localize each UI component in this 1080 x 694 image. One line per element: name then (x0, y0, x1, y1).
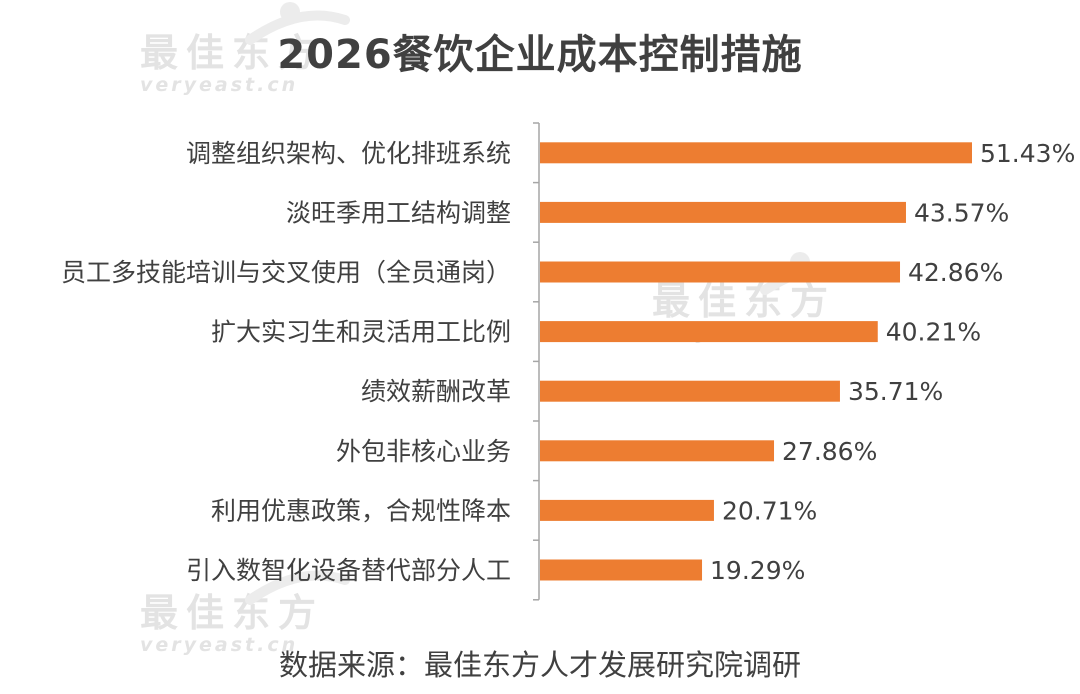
data-label: 51.43% (980, 139, 1075, 168)
bar-5 (540, 380, 840, 402)
category-label: 利用优惠政策，合规性降本 (211, 496, 511, 525)
data-label: 27.86% (782, 437, 877, 466)
bar-8 (540, 559, 703, 581)
bar-6 (540, 440, 775, 462)
category-label: 扩大实习生和灵活用工比例 (211, 318, 511, 347)
data-source-note: 数据来源：最佳东方人才发展研究院调研 (278, 648, 801, 682)
bar-3 (540, 261, 901, 283)
category-label: 淡旺季用工结构调整 (286, 198, 511, 227)
data-label: 19.29% (710, 556, 805, 585)
category-label: 引入数智化设备替代部分人工 (186, 556, 511, 585)
category-label: 绩效薪酬改革 (361, 377, 511, 406)
data-label: 35.71% (848, 377, 943, 406)
bar-1 (540, 142, 972, 164)
category-label: 员工多技能培训与交叉使用（全员通岗） (61, 258, 511, 287)
bar-4 (540, 321, 878, 343)
bar-7 (540, 499, 714, 521)
data-label: 20.71% (722, 496, 817, 525)
category-label: 调整组织架构、优化排班系统 (186, 139, 511, 168)
chart-title: 2026餐饮企业成本控制措施 (277, 32, 803, 78)
category-label: 外包非核心业务 (336, 437, 511, 466)
data-label: 42.86% (908, 258, 1003, 287)
data-label: 43.57% (914, 198, 1009, 227)
bar-2 (540, 201, 906, 223)
data-label: 40.21% (886, 318, 981, 347)
